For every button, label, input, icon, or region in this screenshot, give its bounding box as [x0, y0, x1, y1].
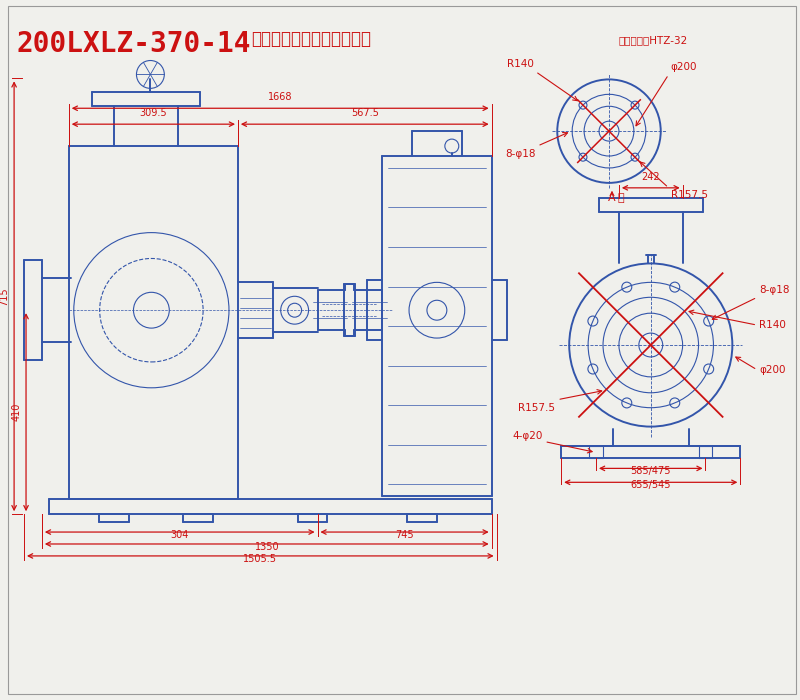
Text: 309.5: 309.5	[139, 108, 167, 118]
Text: φ200: φ200	[759, 365, 786, 375]
Text: A: A	[608, 193, 616, 203]
Text: R140: R140	[506, 60, 534, 69]
Text: 型纸浆泵外形图及安装尺尸: 型纸浆泵外形图及安装尺尸	[251, 29, 371, 48]
Text: 1668: 1668	[268, 92, 293, 102]
Text: 410: 410	[12, 403, 22, 421]
Text: 4-φ20: 4-φ20	[512, 430, 542, 440]
Text: 底座代号：HTZ-32: 底座代号：HTZ-32	[619, 36, 688, 46]
Bar	[589, 447, 603, 459]
Text: 567.5: 567.5	[351, 108, 378, 118]
Text: 8-φ18: 8-φ18	[505, 149, 535, 159]
Text: 向: 向	[618, 193, 624, 203]
Text: R157.5: R157.5	[518, 402, 555, 413]
Text: 1505.5: 1505.5	[243, 554, 278, 564]
Text: 1350: 1350	[254, 542, 279, 552]
Text: 200LXLZ-370-14: 200LXLZ-370-14	[16, 29, 250, 57]
Bar	[698, 447, 713, 459]
Text: φ200: φ200	[670, 62, 697, 72]
Text: 745: 745	[395, 530, 414, 540]
Text: 585/475: 585/475	[630, 466, 671, 476]
Text: 304: 304	[170, 530, 189, 540]
Text: R140: R140	[759, 320, 786, 330]
Text: 655/545: 655/545	[630, 480, 671, 490]
Text: 8-φ18: 8-φ18	[759, 286, 790, 295]
Text: R157.5: R157.5	[670, 190, 708, 200]
Text: 242: 242	[642, 172, 660, 182]
Text: 715: 715	[0, 287, 9, 306]
